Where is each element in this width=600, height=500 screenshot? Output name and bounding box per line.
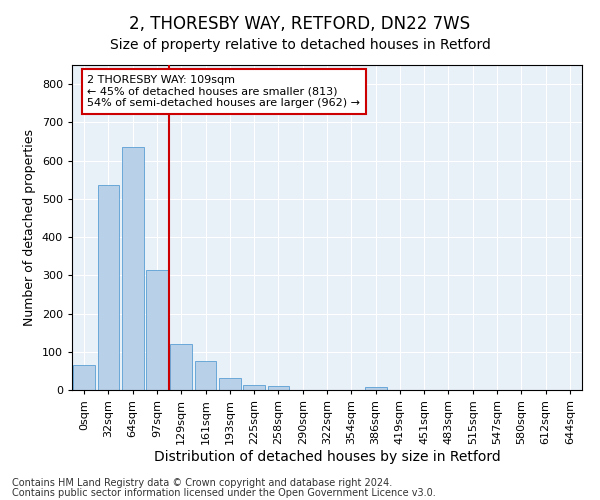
Bar <box>243 385 265 390</box>
Y-axis label: Number of detached properties: Number of detached properties <box>23 129 36 326</box>
Bar <box>170 344 192 390</box>
X-axis label: Distribution of detached houses by size in Retford: Distribution of detached houses by size … <box>154 450 500 464</box>
Bar <box>122 147 143 390</box>
Bar <box>97 186 119 390</box>
Bar <box>365 387 386 390</box>
Bar <box>146 270 168 390</box>
Bar <box>219 378 241 390</box>
Text: Contains HM Land Registry data © Crown copyright and database right 2024.: Contains HM Land Registry data © Crown c… <box>12 478 392 488</box>
Text: 2, THORESBY WAY, RETFORD, DN22 7WS: 2, THORESBY WAY, RETFORD, DN22 7WS <box>130 15 470 33</box>
Text: 2 THORESBY WAY: 109sqm
← 45% of detached houses are smaller (813)
54% of semi-de: 2 THORESBY WAY: 109sqm ← 45% of detached… <box>88 74 360 108</box>
Bar <box>73 365 95 390</box>
Bar <box>194 362 217 390</box>
Bar <box>268 386 289 390</box>
Text: Size of property relative to detached houses in Retford: Size of property relative to detached ho… <box>110 38 490 52</box>
Text: Contains public sector information licensed under the Open Government Licence v3: Contains public sector information licen… <box>12 488 436 498</box>
